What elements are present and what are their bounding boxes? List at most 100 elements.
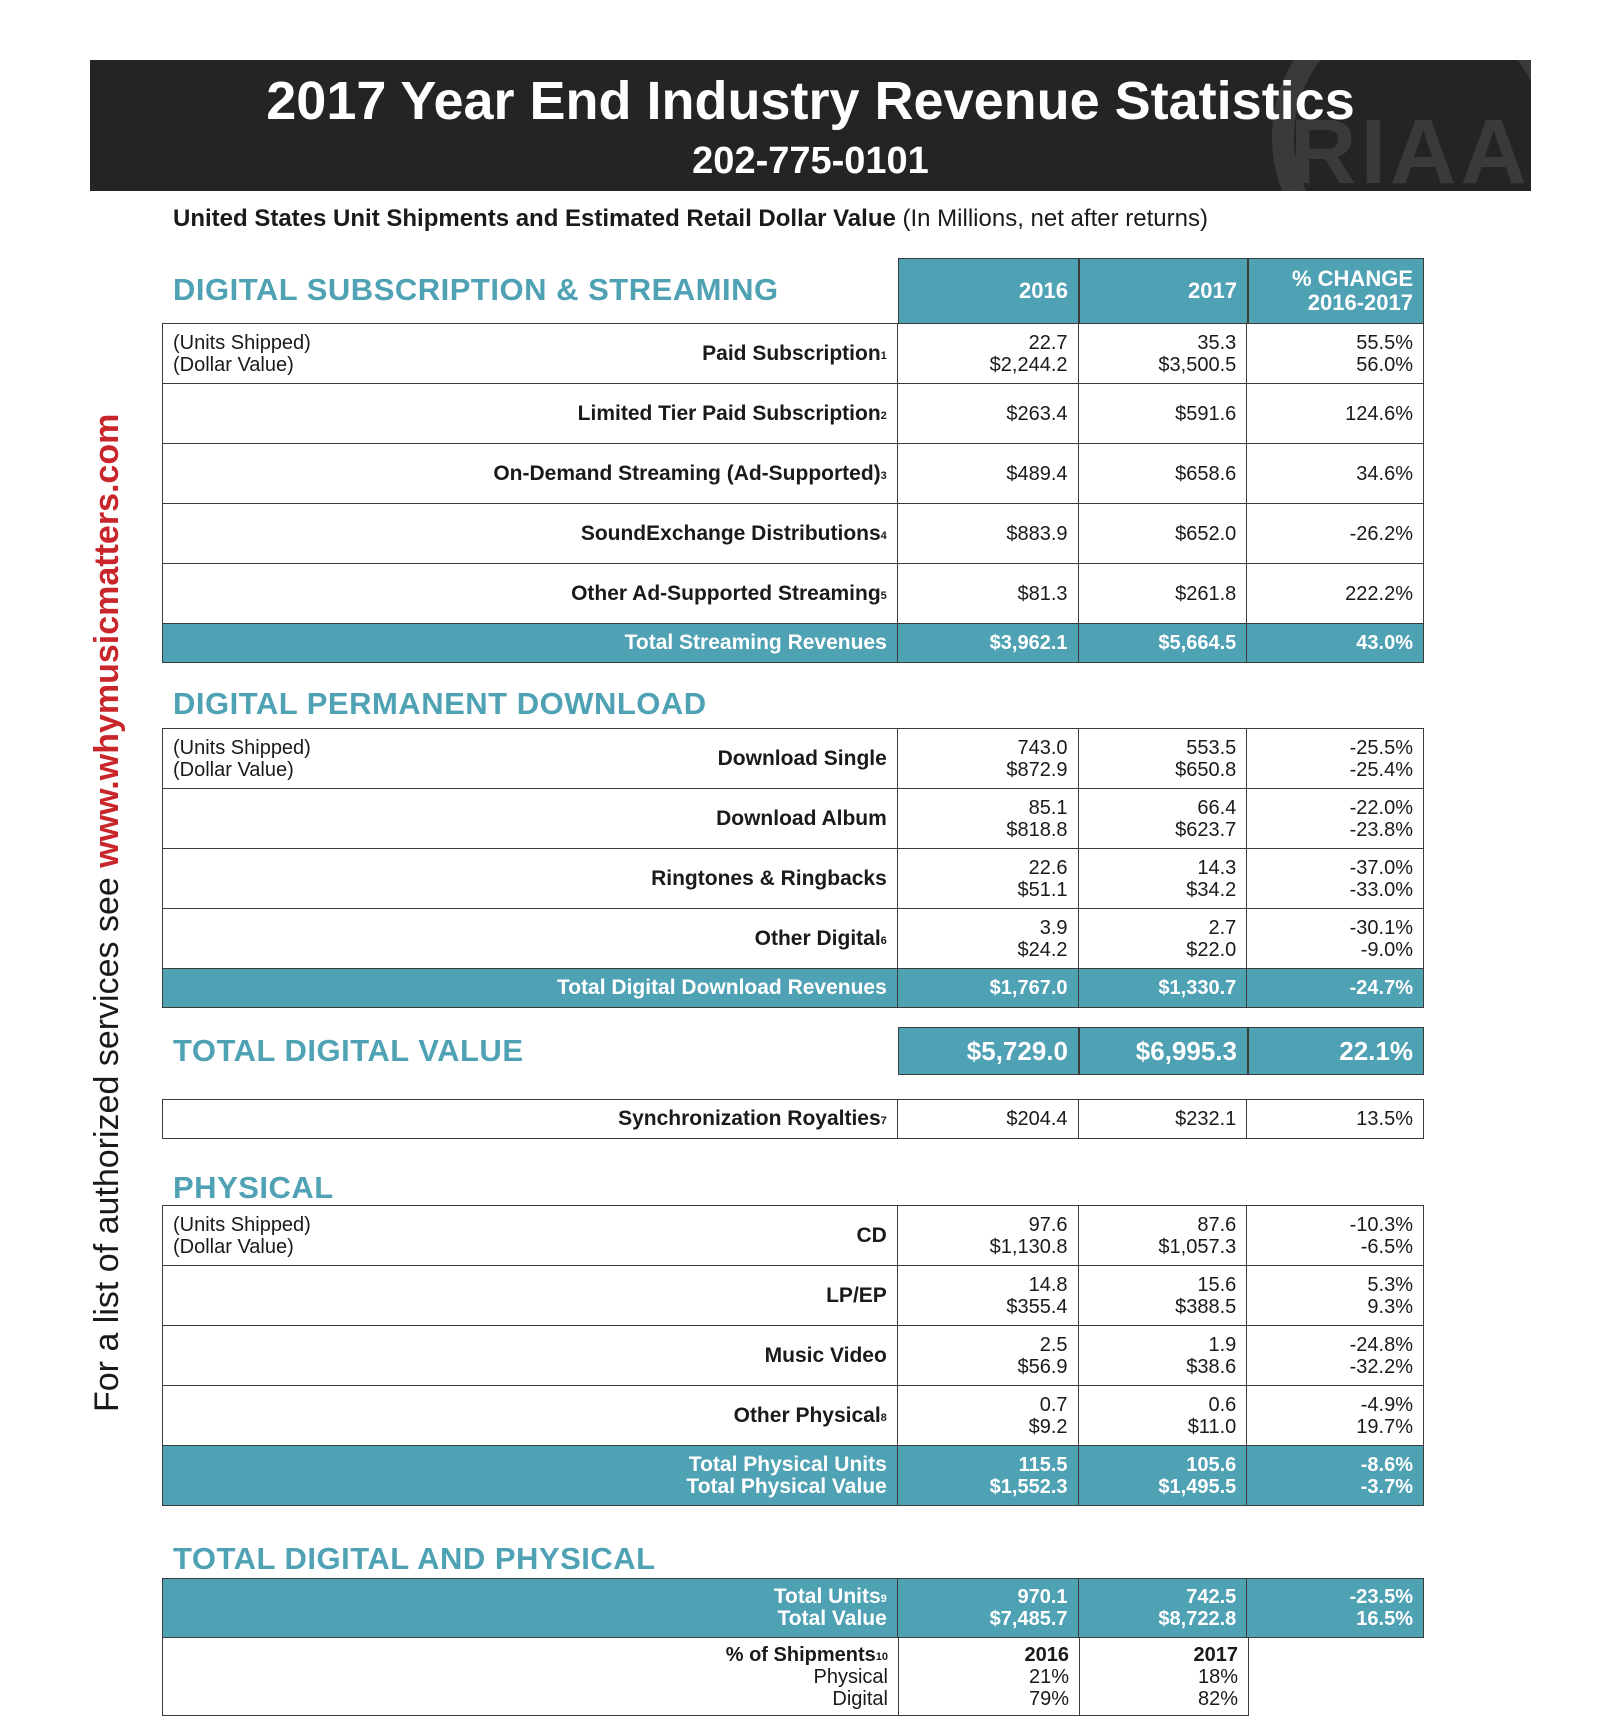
- footnote-mark: 4: [880, 529, 887, 542]
- cell-2016-value: $883.9: [1006, 522, 1068, 545]
- row-label-text: Limited Tier Paid Subscription: [577, 401, 881, 425]
- cell-change-value: -25.4%: [1349, 758, 1413, 781]
- row-label-cell: Other Digital 6: [163, 909, 898, 968]
- total-digital-2016: $5,729.0: [898, 1027, 1079, 1075]
- units-legend: (Units Shipped) (Dollar Value): [173, 737, 311, 781]
- cell-change-value: -22.0%: [1349, 796, 1413, 819]
- total-2016-value: $1,552.3: [989, 1475, 1068, 1498]
- total-2016-value: 115.5: [1018, 1453, 1068, 1476]
- total-units-text: Total Units: [773, 1585, 881, 1608]
- grand-units-2016: 970.1: [1017, 1586, 1068, 1608]
- cell-2017: $261.8: [1079, 564, 1248, 623]
- side-text-url[interactable]: www.whymusicmatters.com: [88, 413, 126, 868]
- footnote-mark: 7: [880, 1115, 887, 1127]
- row-label: SoundExchange Distributions 4: [581, 504, 887, 563]
- row-label: Other Physical 8: [734, 1386, 887, 1445]
- section-total-row: Total Physical Units Total Physical Value…: [162, 1445, 1424, 1506]
- shipments-year-2017: 2017: [1193, 1643, 1239, 1666]
- cell-2016: 0.7 $9.2: [898, 1386, 1079, 1445]
- cell-2016-value: 2.5: [1039, 1333, 1068, 1356]
- riaa-logo: RIAA: [1290, 101, 1531, 191]
- units-legend-line: (Units Shipped): [173, 331, 311, 354]
- cell-change-value: -32.2%: [1349, 1355, 1413, 1378]
- table-row: On-Demand Streaming (Ad-Supported) 3 $489.…: [162, 443, 1424, 504]
- total-change: 43.0%: [1356, 632, 1413, 654]
- cell-change: -25.5% -25.4%: [1247, 729, 1423, 788]
- shipments-physical-2017: 18%: [1197, 1665, 1238, 1688]
- cell-2017-value: 2.7: [1208, 916, 1237, 939]
- cell-change-value: 222.2%: [1345, 582, 1413, 605]
- footnote-mark: 3: [880, 469, 887, 482]
- cell-2016-value: $56.9: [1017, 1355, 1068, 1378]
- cell-2017: $658.6: [1079, 444, 1248, 503]
- footnote-mark: 1: [880, 349, 887, 362]
- side-text: For a list of authorized services see ww…: [88, 414, 127, 1412]
- cell-change-value: -26.2%: [1349, 522, 1413, 545]
- cell-2017-value: $261.8: [1175, 582, 1237, 605]
- cell-change: 124.6%: [1247, 384, 1423, 443]
- cell-2017-value: $388.5: [1175, 1295, 1237, 1318]
- shipments-digital-2016: 79%: [1028, 1687, 1069, 1710]
- footnote-mark: 10: [875, 1650, 888, 1663]
- table-row: Other Physical 8 0.7 $9.2 0.6 $11.0 -4.9% 19.7%: [162, 1385, 1424, 1446]
- row-label-cell: Ringtones & Ringbacks: [163, 849, 898, 908]
- table-row: Download Album 85.1 $818.8 66.4 $623.7 -22.0%…: [162, 788, 1424, 849]
- section-title-streaming: DIGITAL SUBSCRIPTION & STREAMING: [173, 272, 779, 307]
- cell-change-value: 124.6%: [1345, 402, 1413, 425]
- cell-2017: 553.5 $650.8: [1079, 729, 1248, 788]
- units-legend: (Units Shipped) (Dollar Value): [173, 1214, 311, 1258]
- shipments-digital-2017: 82%: [1197, 1687, 1238, 1710]
- total-2017-value: 105.6: [1186, 1453, 1237, 1476]
- row-label-text: Other Digital: [754, 926, 881, 950]
- grand-units-2017: 742.5: [1186, 1586, 1237, 1608]
- cell-change: -10.3% -6.5%: [1247, 1206, 1423, 1265]
- col-header-2017: 2017: [1079, 258, 1248, 324]
- cell-2017-value: 35.3: [1197, 331, 1237, 354]
- row-label: Ringtones & Ringbacks: [651, 849, 887, 908]
- shipments-label-cell: % of Shipments10 Physical Digital: [163, 1638, 899, 1715]
- table-row: Other Digital 6 3.9 $24.2 2.7 $22.0 -30.1% -9.0…: [162, 908, 1424, 969]
- grand-total-2016: 970.1 $7,485.7: [898, 1579, 1079, 1637]
- table-row: Ringtones & Ringbacks 22.6 $51.1 14.3 $34.2-…: [162, 848, 1424, 909]
- cell-change-value: 56.0%: [1356, 353, 1413, 376]
- col-header-change: % CHANGE 2016-2017: [1248, 258, 1424, 324]
- row-label: Download Single: [718, 729, 887, 788]
- sync-label: Synchronization Royalties: [618, 1107, 881, 1130]
- cell-2016: 97.6 $1,130.8: [898, 1206, 1079, 1265]
- cell-2016-value: $355.4: [1006, 1295, 1068, 1318]
- cell-2017: 66.4 $623.7: [1079, 789, 1248, 848]
- cell-2017: 87.6 $1,057.3: [1079, 1206, 1248, 1265]
- row-label: On-Demand Streaming (Ad-Supported) 3: [493, 444, 886, 503]
- sync-label-cell: Synchronization Royalties 7: [163, 1100, 898, 1138]
- cell-2017: 2.7 $22.0: [1079, 909, 1248, 968]
- row-label-cell: SoundExchange Distributions 4: [163, 504, 898, 563]
- units-legend-line: (Units Shipped): [173, 736, 311, 759]
- table-row: SoundExchange Distributions 4 $883.9 $652.0…: [162, 503, 1424, 564]
- cell-change-value: 9.3%: [1367, 1295, 1413, 1318]
- total-2017-value: $1,495.5: [1158, 1475, 1237, 1498]
- cell-2016: 743.0 $872.9: [898, 729, 1079, 788]
- shipments-physical-label: Physical: [813, 1665, 888, 1688]
- total-label-cell: Total Physical Units Total Physical Value: [163, 1446, 898, 1505]
- total-digital-change: 22.1%: [1248, 1027, 1424, 1075]
- cell-change-value: -9.0%: [1360, 938, 1413, 961]
- grand-total-change: -23.5% 16.5%: [1247, 1579, 1423, 1637]
- cell-2017-value: $652.0: [1175, 522, 1237, 545]
- table-row: Limited Tier Paid Subscription 2 $263.4 $59…: [162, 383, 1424, 444]
- row-label: Download Album: [716, 789, 887, 848]
- total-change-value: -8.6%: [1360, 1453, 1413, 1476]
- cell-2016-value: $51.1: [1017, 878, 1068, 901]
- cell-2017: $591.6: [1079, 384, 1248, 443]
- cell-change-value: 34.6%: [1356, 462, 1413, 485]
- shipments-row: % of Shipments10 Physical Digital 2016 2…: [162, 1637, 1249, 1716]
- cell-2016-value: 0.7: [1039, 1393, 1068, 1416]
- footnote-mark: 9: [880, 1593, 887, 1605]
- cell-2016-value: $263.4: [1006, 402, 1068, 425]
- cell-2016-value: $1,130.8: [989, 1235, 1068, 1258]
- cell-2017-value: 66.4: [1197, 796, 1237, 819]
- cell-2017-value: $650.8: [1175, 758, 1237, 781]
- shipments-physical-2016: 21%: [1028, 1665, 1069, 1688]
- cell-2016: $81.3: [898, 564, 1079, 623]
- footnote-mark: 6: [880, 934, 887, 947]
- table-row: LP/EP 14.8 $355.4 15.6 $388.5 5.3% 9.3%: [162, 1265, 1424, 1326]
